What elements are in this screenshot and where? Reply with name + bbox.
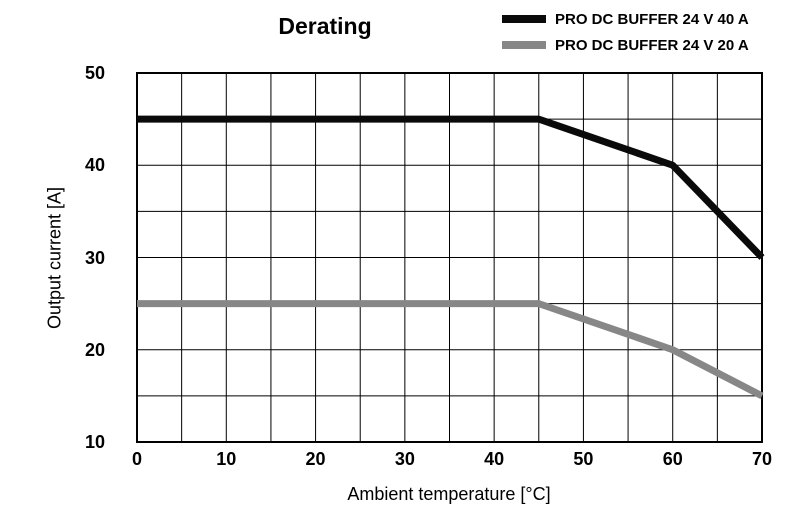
x-tick-label: 30 xyxy=(394,449,415,469)
x-axis-title: Ambient temperature [°C] xyxy=(347,484,551,504)
x-tick-label: 40 xyxy=(484,449,505,469)
legend-swatch-20a-icon xyxy=(502,41,546,49)
y-tick-label: 20 xyxy=(84,339,105,360)
y-tick-label: 40 xyxy=(84,155,105,176)
chart-title: Derating xyxy=(278,13,372,39)
x-tick-label: 10 xyxy=(216,449,237,469)
series-line-0 xyxy=(137,115,765,260)
legend-item-20a: PRO DC BUFFER 24 V 20 A xyxy=(502,32,749,58)
y-tick-label: 10 xyxy=(84,432,105,452)
y-tick-label: 50 xyxy=(84,63,105,83)
x-tick-label: 70 xyxy=(751,449,773,469)
series-line-1 xyxy=(137,300,764,399)
legend-label-20a: PRO DC BUFFER 24 V 20 A xyxy=(555,36,749,54)
legend: PRO DC BUFFER 24 V 40 A PRO DC BUFFER 24… xyxy=(502,6,749,58)
y-tick-label: 30 xyxy=(84,247,105,268)
x-tick-label: 60 xyxy=(662,449,683,469)
legend-item-40a: PRO DC BUFFER 24 V 40 A xyxy=(502,6,749,32)
legend-label-40a: PRO DC BUFFER 24 V 40 A xyxy=(555,10,749,28)
legend-swatch-40a-icon xyxy=(502,15,546,23)
x-tick-label: 20 xyxy=(305,449,326,469)
x-tick-label: 0 xyxy=(131,449,142,469)
x-tick-label: 50 xyxy=(573,449,594,469)
